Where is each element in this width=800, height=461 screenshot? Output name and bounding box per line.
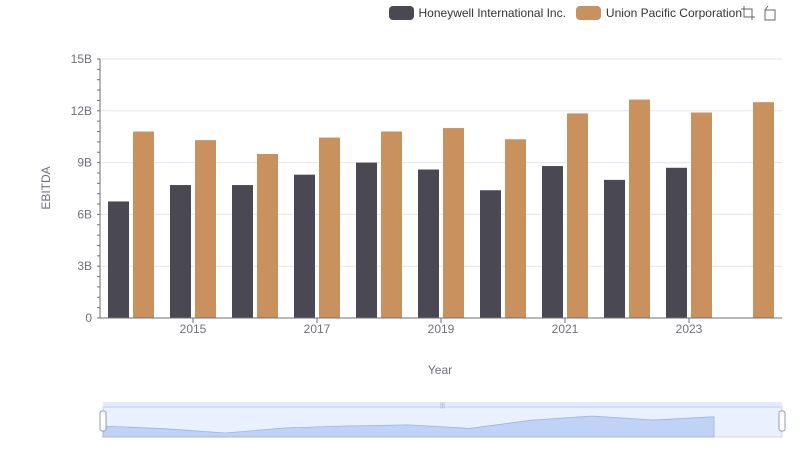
legend-swatch [575,6,601,20]
bar-honeywell-2015[interactable] [170,185,191,318]
x-tick-label: 2021 [552,322,579,336]
bar-honeywell-2014[interactable] [108,201,129,318]
bar-union-pacific-2016[interactable] [257,153,278,318]
legend: Honeywell International Inc. Union Pacifi… [388,4,742,22]
zoom-grip-icon: ||| [440,403,445,409]
zoom-left-handle[interactable] [99,410,107,432]
bar-union-pacific-2023[interactable] [691,112,712,318]
y-tick-label: 15B [71,52,92,66]
toolbox [740,5,778,21]
bar-honeywell-2016[interactable] [232,185,253,318]
zoom-icon[interactable] [740,5,756,21]
zoom-right-handle[interactable] [778,410,786,432]
bar-honeywell-2020[interactable] [480,190,501,318]
y-tick-label: 6B [77,207,92,221]
x-tick-label: 2019 [428,322,455,336]
y-tick-label: 0 [85,311,92,325]
y-tick-label: 12B [71,104,92,118]
bar-union-pacific-2014[interactable] [133,131,154,318]
legend-label: Union Pacific Corporation [605,6,742,20]
zoom-move-handle[interactable] [103,402,782,408]
bar-honeywell-2021[interactable] [542,166,563,318]
x-tick-label: 2017 [304,322,331,336]
bars [108,99,774,319]
y-tick-label: 3B [77,259,92,273]
bar-honeywell-2018[interactable] [356,162,377,318]
bar-union-pacific-2022[interactable] [629,99,650,319]
bar-union-pacific-2019[interactable] [443,128,464,318]
legend-item-0[interactable]: Honeywell International Inc. [388,6,566,20]
x-tick-label: 2023 [676,322,703,336]
data-zoom-slider[interactable]: ||| [99,402,786,438]
legend-item-1[interactable]: Union Pacific Corporation [575,6,742,20]
restore-icon[interactable] [762,5,778,21]
bar-union-pacific-2021[interactable] [567,113,588,318]
x-axis-label: Year [428,363,452,377]
zoom-preview-area [102,415,715,438]
bar-honeywell-2023[interactable] [666,167,687,318]
bar-honeywell-2017[interactable] [294,174,315,318]
axes: 0 3B 6B 9B 12B 15B 2015 2017 2019 2021 2023 [71,52,782,336]
x-tick-label: 2015 [180,322,207,336]
bar-union-pacific-2020[interactable] [505,139,526,318]
legend-label: Honeywell International Inc. [418,6,566,20]
y-tick-label: 9B [77,156,92,170]
legend-swatch [388,6,414,20]
bar-honeywell-2022[interactable] [604,179,625,318]
zoom-selection[interactable] [103,406,782,437]
bar-union-pacific-2015[interactable] [195,140,216,318]
y-axis-label: EBITDA [39,166,53,209]
bar-union-pacific-2024[interactable] [753,102,774,319]
bar-union-pacific-2018[interactable] [381,131,402,318]
bar-honeywell-2019[interactable] [418,169,439,318]
bar-union-pacific-2017[interactable] [319,137,340,318]
